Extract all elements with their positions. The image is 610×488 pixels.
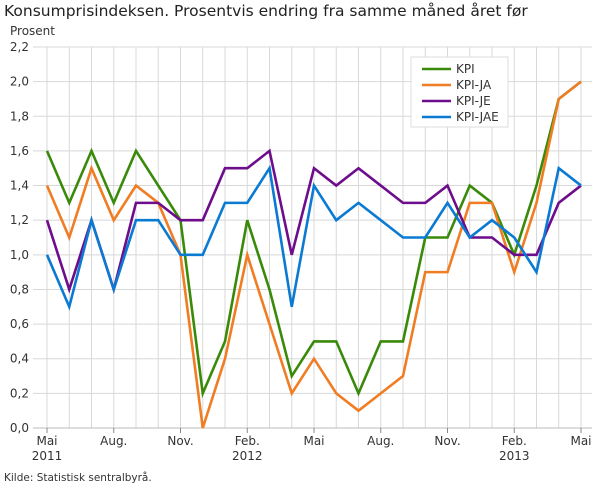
legend-label: KPI-JA: [456, 78, 492, 92]
y-tick-label: 1,4: [10, 179, 29, 193]
y-tick-label: 0,6: [10, 317, 29, 331]
x-tick-label: Feb.: [502, 434, 527, 448]
legend-label: KPI-JAE: [456, 110, 499, 124]
legend-label: KPI: [456, 62, 475, 76]
chart-title: Konsumprisindeksen. Prosentvis endring f…: [4, 2, 528, 20]
y-tick-label: 2,2: [10, 40, 29, 54]
x-tick-label: Nov.: [434, 434, 460, 448]
series-line-kpi-je: [45, 148, 582, 295]
y-tick-label: 1,8: [10, 109, 29, 123]
y-tick-label: 0,2: [10, 386, 29, 400]
source-note: Kilde: Statistisk sentralbyrå.: [4, 472, 152, 484]
y-tick-label: 1,2: [10, 213, 29, 227]
legend-label: KPI-JE: [456, 94, 491, 108]
series-line-kpi-ja: [45, 80, 582, 429]
y-tick-label: 1,0: [10, 248, 29, 262]
x-tick-year: 2011: [32, 449, 63, 463]
y-tick-label: 2,0: [10, 75, 29, 89]
x-tick-label: Nov.: [167, 434, 193, 448]
y-tick-label: 1,6: [10, 144, 29, 158]
series-line-kpi-jae: [45, 164, 582, 311]
x-tick-label: Aug.: [100, 434, 127, 448]
x-tick-year: 2012: [232, 449, 263, 463]
x-tick-label: Mai: [303, 434, 324, 448]
y-tick-label: 0,8: [10, 282, 29, 296]
y-axis-label: Prosent: [10, 24, 55, 38]
x-tick-label: Mai: [570, 434, 591, 448]
x-tick-year: 2013: [499, 449, 530, 463]
x-tick-label: Feb.: [235, 434, 260, 448]
y-tick-label: 0,0: [10, 421, 29, 435]
x-tick-label: Aug.: [367, 434, 394, 448]
y-tick-label: 0,4: [10, 352, 29, 366]
x-tick-label: Mai: [36, 434, 57, 448]
